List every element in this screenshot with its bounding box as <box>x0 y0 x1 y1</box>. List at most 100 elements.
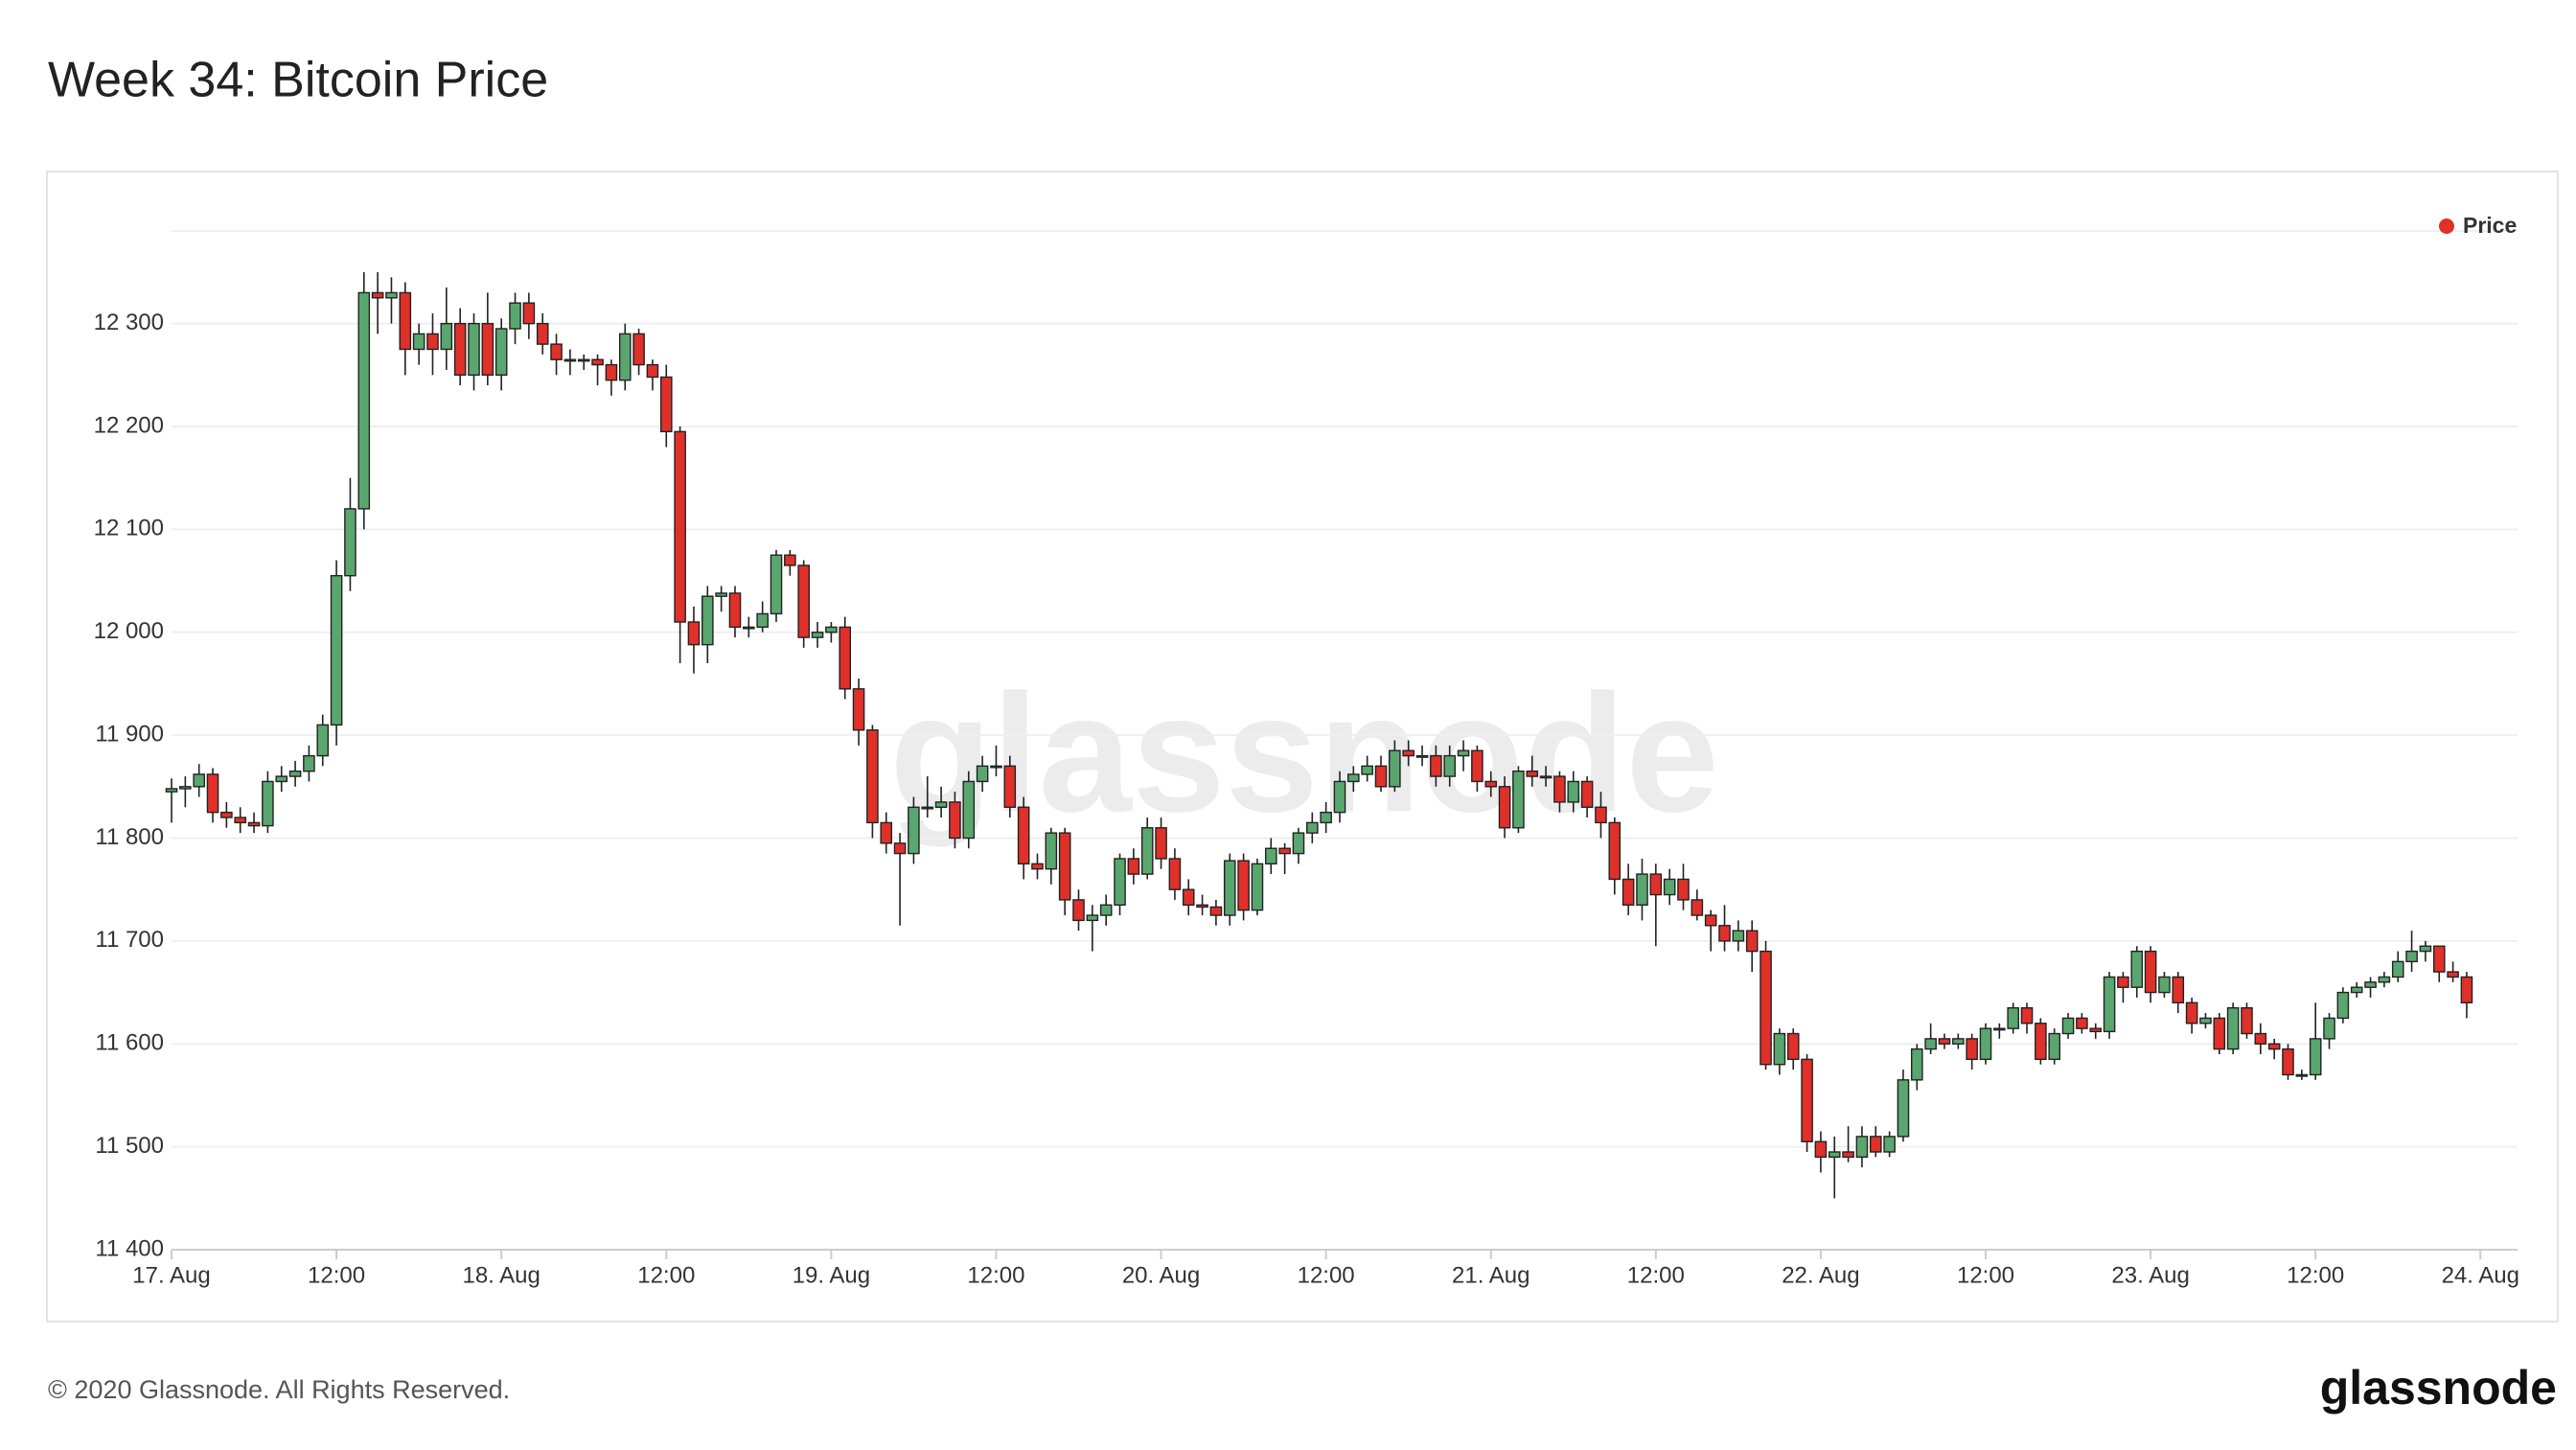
candle-body <box>481 322 494 377</box>
x-tick-label: 12:00 <box>967 1262 1024 1288</box>
candle-body <box>2130 950 2144 988</box>
candle-body <box>2267 1043 2281 1050</box>
candle-body <box>1718 925 1731 942</box>
candle-body <box>1003 765 1017 808</box>
logo: glassnode <box>2320 1361 2557 1415</box>
candle-body <box>632 333 645 366</box>
y-tick-label: 11 500 <box>95 1133 164 1159</box>
candle-body <box>564 358 577 362</box>
candle-body <box>371 291 384 299</box>
candle-body <box>728 592 742 629</box>
candle-body <box>908 806 920 855</box>
candle-body <box>797 564 810 638</box>
y-tick-label: 12 300 <box>94 310 164 335</box>
x-tick-label: 23. Aug <box>2111 1262 2189 1288</box>
candle-body <box>1402 749 1414 757</box>
candle-body <box>1471 749 1484 783</box>
candle-body <box>2020 1006 2034 1024</box>
candle-body <box>1553 775 1566 803</box>
candle-body <box>220 811 233 818</box>
candle-body <box>1168 858 1182 890</box>
candle-body <box>1114 858 1126 906</box>
candle-body <box>605 363 618 381</box>
candle-body <box>1897 1079 1910 1138</box>
copyright: © 2020 Glassnode. All Rights Reserved. <box>48 1375 510 1404</box>
candle-body <box>659 376 673 433</box>
candle-body <box>2282 1047 2294 1076</box>
candle-body <box>357 291 371 510</box>
candle-body <box>1031 863 1044 870</box>
candle-body <box>1979 1027 1992 1061</box>
candle-body <box>2172 976 2185 1004</box>
candle-body <box>2323 1017 2335 1040</box>
candle-body <box>1786 1032 1800 1061</box>
candle-body <box>1347 773 1360 783</box>
candle-body <box>2035 1023 2047 1061</box>
candle-body <box>453 322 467 377</box>
candle-body <box>2405 950 2418 963</box>
candle-body <box>1745 930 1759 953</box>
candle-body <box>1389 749 1401 788</box>
y-tick-label: 12 200 <box>94 412 164 438</box>
legend-label: Price <box>2463 213 2517 238</box>
candle-body <box>288 771 302 777</box>
candle-body <box>2089 1027 2103 1033</box>
candle-body <box>1801 1058 1813 1142</box>
candle-body <box>743 626 755 630</box>
candle-body <box>440 322 453 351</box>
candle-body <box>934 801 948 808</box>
candle-body <box>1237 860 1250 911</box>
candle-body <box>1704 914 1717 927</box>
candle-body <box>1636 873 1648 906</box>
candle-body <box>1251 863 1264 911</box>
candle-body <box>1855 1136 1869 1159</box>
chart-title: Week 34: Bitcoin Price <box>48 53 548 108</box>
y-tick-label: 11 600 <box>95 1030 164 1056</box>
candle-body <box>1209 906 1223 916</box>
candle-body <box>1484 780 1498 788</box>
candle-body <box>1539 775 1552 779</box>
candle-body <box>2378 976 2391 983</box>
candle-body <box>866 729 879 824</box>
candle-body <box>2364 981 2377 988</box>
candle-body <box>2309 1038 2322 1076</box>
candle-body <box>1278 847 1291 855</box>
y-tick-label: 11 400 <box>95 1235 164 1261</box>
candle-body <box>468 322 480 377</box>
candle-body <box>344 508 356 577</box>
candle-body <box>1911 1047 1923 1081</box>
plot-area: 11 400 11 500 11 600 11 700 11 800 11 900 12 0… <box>94 213 2519 1288</box>
candle-body <box>1677 878 1690 901</box>
candle-body <box>1690 899 1704 916</box>
y-tick-label: 11 900 <box>95 721 164 747</box>
candle-body <box>316 724 330 757</box>
x-tick-label: 12:00 <box>2287 1262 2344 1288</box>
candle-body <box>303 754 315 772</box>
candle-body <box>646 363 659 379</box>
candle-body <box>2295 1073 2309 1077</box>
y-tick-label: 11 800 <box>95 824 164 850</box>
x-tick-label: 22. Aug <box>1782 1262 1859 1288</box>
candle-body <box>1814 1140 1828 1159</box>
candle-body <box>1182 888 1195 906</box>
y-tick-label: 12 000 <box>94 618 164 644</box>
candle-body <box>1580 780 1594 808</box>
candle-body <box>330 575 343 726</box>
candle-body <box>1966 1038 1978 1061</box>
x-tick-label: 24. Aug <box>2442 1262 2519 1288</box>
candle-body <box>275 775 288 783</box>
candle-body <box>1374 765 1388 788</box>
candle-body <box>2199 1017 2212 1024</box>
x-tick-label: 19. Aug <box>793 1262 870 1288</box>
candle-body <box>494 328 508 377</box>
candle-body <box>1086 914 1099 922</box>
candle-body <box>522 302 536 325</box>
candle-body <box>2117 976 2129 988</box>
candle-body <box>1773 1032 1786 1066</box>
candle-body <box>1292 832 1305 855</box>
candle-body <box>2432 945 2446 973</box>
candle-body <box>2419 945 2432 953</box>
candle-body <box>2213 1017 2226 1050</box>
candle-body <box>825 626 838 633</box>
candle-body <box>880 821 893 844</box>
